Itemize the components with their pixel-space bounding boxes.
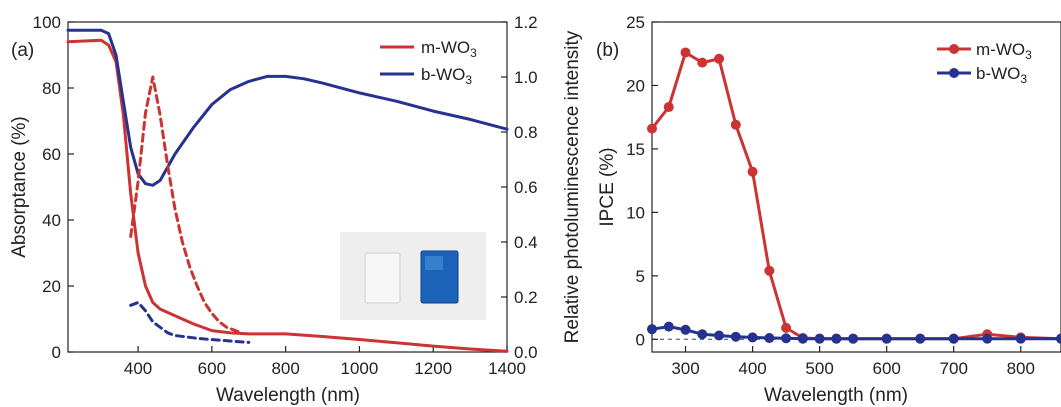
panel-b-b-wo3-data-point bbox=[697, 329, 708, 340]
panel-b-y-tick-label: 5 bbox=[636, 267, 645, 286]
panel-b-m-wo3-series-line bbox=[650, 51, 1061, 341]
panel-a-m-wo3-series-line bbox=[66, 38, 509, 353]
panel-b-b-wo3-data-point bbox=[982, 333, 993, 344]
panel-a-y-tick-label: 20 bbox=[42, 277, 61, 296]
panel-a-y-tick-label: 40 bbox=[42, 211, 61, 230]
m-wo3-film-sample bbox=[364, 252, 401, 304]
panel-a-x-tick-label: 1000 bbox=[341, 359, 379, 378]
panel-a-y-tick-label: 80 bbox=[42, 79, 61, 98]
panel-a-y-tick-label: 100 bbox=[33, 13, 61, 32]
panel-b-ipce-chart: 300 400 500 600 700 800 0 5 10 15 20 25 (b) Wavelen… bbox=[596, 13, 1061, 406]
panel-a-y-tick-label: 60 bbox=[42, 145, 61, 164]
panel-b-m-wo3-data-point bbox=[697, 57, 708, 68]
panel-b-label: (b) bbox=[596, 40, 619, 61]
panel-b-y-tick-label: 15 bbox=[626, 140, 645, 159]
panel-a-y2-tick-label: 1.0 bbox=[514, 68, 538, 87]
panel-b-b-wo3-data-point bbox=[814, 333, 825, 344]
panel-b-b-wo3-data-point bbox=[1056, 333, 1061, 344]
panel-a-y2-tick-label: 0.2 bbox=[514, 288, 538, 307]
legend-b-wo3-marker bbox=[949, 68, 959, 78]
panel-a-x-tick-label: 400 bbox=[124, 359, 152, 378]
panel-a-y2-tick-label: 1.2 bbox=[514, 13, 538, 32]
panel-b-m-wo3-data-point bbox=[764, 265, 775, 276]
panel-b-b-wo3-data-point bbox=[1015, 333, 1026, 344]
panel-b-b-wo3-data-point bbox=[647, 324, 657, 335]
panel-a-absorptance-chart: 400 600 800 1000 1200 1400 0 20 40 60 80 100 0.0 0.2 0… bbox=[9, 13, 583, 406]
panel-b-m-wo3-data-point bbox=[781, 322, 792, 333]
panel-a-b-wo3-series-line bbox=[66, 28, 509, 187]
panel-a-m-wo3-photoluminescence-series-line bbox=[129, 75, 243, 335]
panel-b-b-wo3-data-point bbox=[948, 333, 959, 344]
panel-a-y2-tick-label: 0.4 bbox=[514, 233, 538, 252]
b-wo3-film-highlight bbox=[425, 256, 443, 270]
panel-b-y-tick-label: 10 bbox=[626, 203, 645, 222]
panel-a-x-tick-label: 1200 bbox=[414, 359, 452, 378]
panel-b-x-tick-label: 500 bbox=[805, 359, 833, 378]
inset-photo bbox=[340, 232, 486, 320]
panel-b-b-wo3-data-point bbox=[831, 333, 842, 344]
legend-b-wo3-label: b-WO3 bbox=[976, 64, 1027, 86]
panel-b-plot-frame bbox=[651, 21, 1061, 353]
panel-a-b-wo3-photoluminescence-series-line bbox=[129, 301, 251, 344]
panel-b-y-tick-label: 20 bbox=[626, 76, 645, 95]
panel-a-y-tick-label: 0 bbox=[52, 343, 61, 362]
panel-b-legend: m-WO3 b-WO3 bbox=[937, 40, 1032, 86]
panel-b-x-tick-label: 700 bbox=[940, 359, 968, 378]
legend-m-wo3-label: m-WO3 bbox=[421, 38, 477, 60]
panel-b-m-wo3-data-point bbox=[714, 53, 725, 64]
inset-photo-background bbox=[340, 232, 486, 320]
panel-b-y-tick-label: 25 bbox=[626, 13, 645, 32]
panel-b-m-wo3-data-point bbox=[730, 119, 741, 130]
panel-a-label: (a) bbox=[11, 40, 34, 61]
panel-a-legend: m-WO3 b-WO3 bbox=[380, 38, 477, 87]
panel-b-b-wo3-data-point bbox=[680, 324, 691, 335]
panel-b-m-wo3-data-point bbox=[647, 123, 657, 134]
panel-b-b-wo3-data-point bbox=[714, 330, 725, 341]
panel-b-m-wo3-data-point bbox=[747, 166, 758, 177]
panel-b-m-wo3-data-point bbox=[680, 47, 691, 58]
legend-m-wo3-label: m-WO3 bbox=[976, 40, 1032, 62]
panel-a-y-axis-title: Absorptance (%) bbox=[9, 116, 30, 258]
panel-b-x-tick-label: 300 bbox=[671, 359, 699, 378]
panel-b-series bbox=[647, 47, 1061, 344]
panel-a-y2-tick-label: 0.8 bbox=[514, 123, 538, 142]
panel-a-ticks: 400 600 800 1000 1200 1400 0 20 40 60 80 100 0.0 0.2 0… bbox=[33, 13, 538, 378]
panel-b-y-axis-title: IPCE (%) bbox=[597, 147, 618, 226]
panel-b-b-wo3-data-point bbox=[663, 321, 674, 332]
panel-b-b-wo3-data-point bbox=[781, 333, 792, 344]
panel-b-b-wo3-data-point bbox=[764, 333, 775, 344]
panel-a-series bbox=[66, 28, 509, 353]
panel-b-ticks: 300 400 500 600 700 800 0 5 10 15 20 25 bbox=[626, 13, 1035, 378]
panel-b-b-wo3-data-point bbox=[797, 333, 808, 344]
panel-b-m-wo3-data-point bbox=[663, 102, 674, 113]
panel-a-y2-tick-label: 0.0 bbox=[514, 343, 538, 362]
legend-m-wo3-marker bbox=[949, 44, 959, 54]
panel-a-x-tick-label: 800 bbox=[271, 359, 299, 378]
panel-b-b-wo3-data-point bbox=[848, 333, 859, 344]
panel-a-y2-axis-title: Relative photoluminescence intensity bbox=[562, 30, 583, 343]
panel-b-x-tick-label: 800 bbox=[1007, 359, 1035, 378]
panel-b-axes bbox=[651, 21, 1061, 353]
legend-b-wo3-label: b-WO3 bbox=[421, 65, 472, 87]
panel-a-x-tick-label: 1400 bbox=[488, 359, 526, 378]
panel-a-y2-tick-label: 0.6 bbox=[514, 178, 538, 197]
panel-b-x-tick-label: 400 bbox=[738, 359, 766, 378]
panel-b-b-wo3-data-point bbox=[730, 331, 741, 342]
panel-b-b-wo3-data-point bbox=[915, 333, 926, 344]
panel-b-x-tick-label: 600 bbox=[872, 359, 900, 378]
panel-b-y-tick-label: 0 bbox=[636, 330, 645, 349]
panel-b-b-wo3-data-point bbox=[747, 332, 758, 343]
panel-b-b-wo3-data-point bbox=[881, 333, 892, 344]
panel-a-x-axis-title: Wavelength (nm) bbox=[216, 385, 360, 406]
panel-b-x-axis-title: Wavelength (nm) bbox=[764, 385, 908, 406]
panel-a-x-tick-label: 600 bbox=[198, 359, 226, 378]
